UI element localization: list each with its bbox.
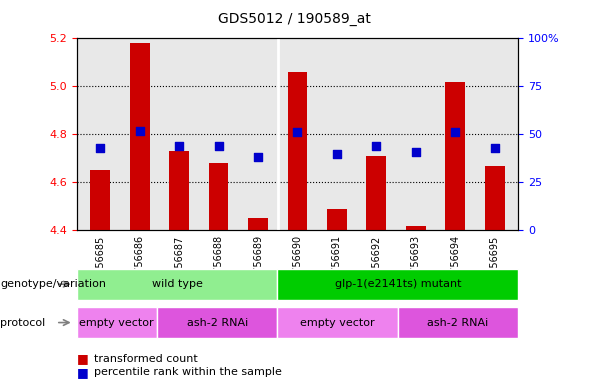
- Point: [174, 143, 184, 149]
- Bar: [485, 166, 505, 230]
- Point: [135, 127, 144, 134]
- Bar: [209, 163, 229, 230]
- Text: empty vector: empty vector: [80, 318, 154, 328]
- Text: genotype/variation: genotype/variation: [0, 279, 106, 289]
- Bar: [248, 218, 268, 230]
- Bar: [366, 156, 386, 230]
- Bar: [445, 82, 465, 230]
- Point: [411, 149, 421, 155]
- Text: wild type: wild type: [151, 279, 203, 289]
- Bar: [327, 209, 347, 230]
- Text: transformed count: transformed count: [94, 354, 198, 364]
- Point: [214, 143, 223, 149]
- Text: ash-2 RNAi: ash-2 RNAi: [187, 318, 248, 328]
- Text: ash-2 RNAi: ash-2 RNAi: [428, 318, 489, 328]
- Bar: [287, 72, 307, 230]
- Text: ■: ■: [77, 353, 88, 366]
- Point: [372, 143, 381, 149]
- Text: GDS5012 / 190589_at: GDS5012 / 190589_at: [218, 12, 371, 25]
- Bar: [90, 170, 110, 230]
- Text: percentile rank within the sample: percentile rank within the sample: [94, 367, 282, 377]
- Point: [451, 129, 460, 136]
- Point: [95, 145, 105, 151]
- Point: [253, 154, 263, 161]
- Text: glp-1(e2141ts) mutant: glp-1(e2141ts) mutant: [335, 279, 461, 289]
- Bar: [130, 43, 150, 230]
- Point: [490, 145, 499, 151]
- Text: empty vector: empty vector: [300, 318, 375, 328]
- Text: ■: ■: [77, 366, 88, 379]
- Point: [332, 151, 342, 157]
- Text: protocol: protocol: [0, 318, 45, 328]
- Bar: [169, 151, 189, 230]
- Bar: [406, 226, 426, 230]
- Point: [293, 129, 302, 136]
